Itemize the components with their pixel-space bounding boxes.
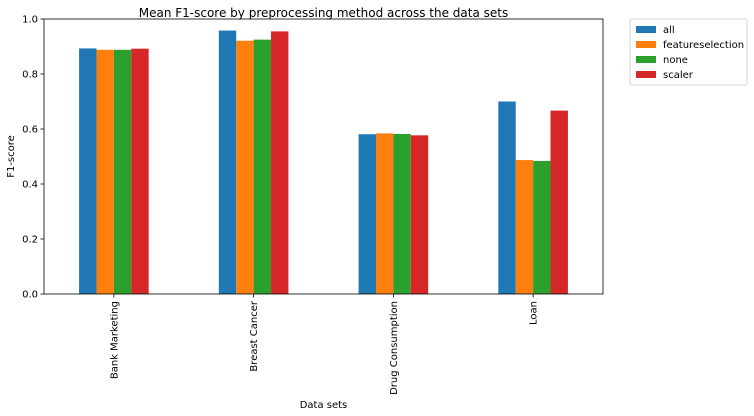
bar-scaler-2 [410,135,429,294]
bar-featureselection-0 [96,49,114,294]
bar-none-0 [113,49,132,294]
x-tick-label: Loan [529,301,540,325]
legend-frame [629,18,748,86]
legend-swatch-all [636,26,656,33]
plot-area: 0.0 0.2 0.4 0.6 0.8 1.0 Bank Marketing Breast … [22,15,604,395]
legend-swatch-featureselection [636,41,656,48]
y-axis-ticks: 0.0 0.2 0.4 0.6 0.8 1.0 [22,15,44,301]
chart-title: Mean F1-score by preprocessing method ac… [139,6,509,20]
y-tick-label: 0.2 [22,235,38,246]
y-tick-label: 0.0 [22,290,38,301]
x-tick-label: Breast Cancer [249,300,260,371]
bar-scaler-3 [550,110,568,294]
bar-none-3 [533,160,551,294]
y-tick-label: 0.6 [22,125,38,136]
legend-swatch-none [636,56,656,63]
bar-all-1 [218,30,237,295]
x-axis-label: Data sets [300,400,348,411]
bar-all-0 [79,48,97,294]
bar-all-3 [498,101,516,294]
bar-none-1 [253,39,272,294]
y-tick-label: 0.4 [22,180,38,191]
bar-scaler-1 [271,31,289,294]
legend-swatch-scaler [636,71,656,78]
y-tick-label: 1.0 [22,15,38,26]
x-tick-label: Drug Consumption [389,301,400,395]
bar-featureselection-3 [515,160,534,294]
legend-label-featureselection: featureselection [663,40,744,51]
legend-label-scaler: scaler [663,70,694,81]
x-tick-label: Bank Marketing [109,301,120,379]
x-axis-ticks: Bank Marketing Breast Cancer Drug Consumpt… [109,294,540,395]
y-tick-label: 0.8 [22,70,38,81]
legend: all featureselection none scaler [629,18,748,86]
bar-none-2 [393,133,411,294]
bar-scaler-0 [131,48,149,295]
bars-group [79,30,568,295]
bar-featureselection-1 [236,40,254,294]
y-axis-label: F1-score [6,135,17,178]
legend-label-all: all [663,25,675,36]
bar-all-2 [358,134,376,294]
bar-featureselection-2 [375,133,394,294]
legend-label-none: none [663,55,688,66]
plot-frame [43,18,604,295]
